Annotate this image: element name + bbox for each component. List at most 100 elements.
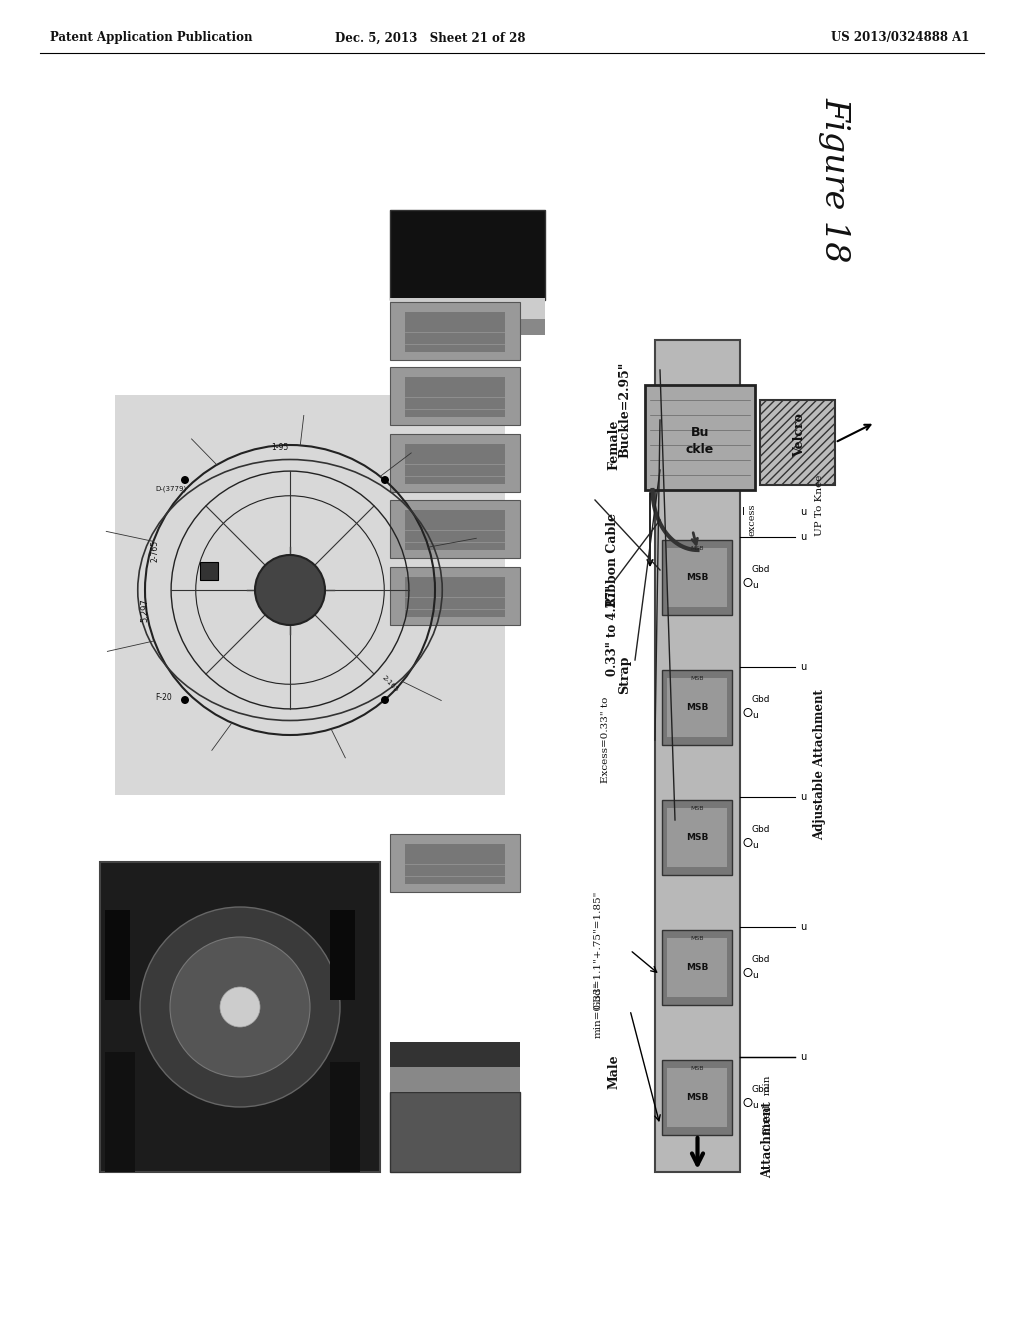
Bar (390, 834, 520, 892)
Circle shape (170, 937, 310, 1077)
Text: Ribbon Cable: Ribbon Cable (605, 513, 618, 607)
Text: Excess=0.33" to: Excess=0.33" to (600, 697, 609, 783)
Bar (662, 800, 732, 875)
Bar (390, 500, 520, 558)
Bar (390, 1041, 520, 1067)
Text: MSB: MSB (686, 1093, 709, 1102)
Bar (667, 1068, 727, 1127)
Bar (662, 1060, 732, 1135)
Circle shape (255, 554, 325, 624)
Bar (390, 210, 545, 300)
Text: 5.297: 5.297 (140, 598, 150, 622)
Text: u: u (800, 663, 806, 672)
Text: UP To Knee: UP To Knee (815, 474, 824, 536)
Text: 0.33" to 4.27": 0.33" to 4.27" (605, 585, 618, 676)
Text: Figure 18: Figure 18 (819, 98, 851, 263)
Bar (390, 568, 520, 624)
Text: u: u (800, 507, 806, 517)
Text: Velcro: Velcro (794, 413, 807, 457)
Text: Patent Application Publication: Patent Application Publication (50, 32, 253, 45)
Text: MSB: MSB (690, 545, 703, 550)
Bar (667, 548, 727, 607)
Text: Attachment: Attachment (762, 1102, 774, 1179)
Bar (390, 302, 520, 360)
Text: u: u (752, 841, 758, 850)
Text: F-20: F-20 (155, 693, 172, 702)
Bar (662, 671, 732, 744)
Bar (390, 298, 545, 319)
Bar (662, 931, 732, 1005)
Bar (662, 540, 732, 615)
Text: ckle: ckle (686, 444, 714, 455)
Bar (406, 378, 505, 417)
Bar (645, 385, 755, 490)
Text: 2-165: 2-165 (381, 675, 399, 693)
Text: MSB: MSB (686, 964, 709, 972)
Text: MSB: MSB (690, 676, 703, 681)
Bar (115, 395, 505, 795)
Bar (330, 1063, 360, 1172)
Text: min=0.33": min=0.33" (594, 982, 602, 1039)
Bar (667, 939, 727, 997)
Text: Gbd: Gbd (752, 954, 770, 964)
Circle shape (220, 987, 260, 1027)
Circle shape (181, 696, 189, 704)
Bar (330, 909, 355, 1001)
Text: US 2013/0324888 A1: US 2013/0324888 A1 (830, 32, 969, 45)
Bar (390, 319, 545, 335)
Text: I: I (742, 507, 744, 517)
Bar (667, 808, 727, 867)
Text: MSB: MSB (686, 704, 709, 711)
Bar (760, 400, 835, 484)
Text: Male: Male (607, 1055, 621, 1089)
Text: u: u (800, 532, 806, 543)
Bar (390, 1092, 520, 1172)
Bar (390, 1067, 520, 1092)
Bar (200, 562, 218, 579)
Bar (105, 909, 130, 1001)
Text: u: u (800, 921, 806, 932)
Bar (390, 434, 520, 492)
Bar (100, 862, 380, 1172)
Text: MSB: MSB (690, 805, 703, 810)
Bar (406, 444, 505, 484)
Bar (406, 577, 505, 616)
Bar (655, 341, 740, 1172)
Text: Gbd: Gbd (752, 696, 770, 704)
Text: MSB: MSB (690, 1065, 703, 1071)
Bar (406, 312, 505, 352)
Circle shape (140, 907, 340, 1107)
Text: Strap: Strap (618, 656, 632, 694)
Circle shape (381, 477, 389, 484)
Text: Buckle=2.95": Buckle=2.95" (618, 362, 632, 458)
Bar (406, 510, 505, 550)
Text: Adjustable Attachment: Adjustable Attachment (813, 689, 826, 841)
Bar (105, 1052, 135, 1172)
Text: excess: excess (748, 504, 757, 536)
Text: u: u (800, 792, 806, 803)
Text: Gbd: Gbd (752, 1085, 770, 1094)
Text: MSB: MSB (686, 833, 709, 842)
Text: MSB: MSB (686, 573, 709, 582)
Text: Fixed   min: Fixed min (764, 1076, 772, 1134)
Bar (667, 678, 727, 737)
Circle shape (181, 477, 189, 484)
Text: 1-95: 1-95 (271, 444, 289, 451)
Bar (390, 367, 520, 425)
Text: u: u (752, 581, 758, 590)
Bar (406, 843, 505, 884)
Text: Female: Female (607, 420, 621, 470)
Circle shape (381, 696, 389, 704)
Text: u: u (752, 972, 758, 979)
Text: Dec. 5, 2013   Sheet 21 of 28: Dec. 5, 2013 Sheet 21 of 28 (335, 32, 525, 45)
Text: MSB: MSB (690, 936, 703, 940)
Text: Bu: Bu (691, 426, 710, 440)
Text: u: u (800, 1052, 806, 1063)
Text: u: u (752, 1101, 758, 1110)
Text: D-(3779): D-(3779) (155, 484, 186, 491)
Text: Gbd=1.1"+.75"=1.85": Gbd=1.1"+.75"=1.85" (594, 891, 602, 1010)
Text: Gbd: Gbd (752, 565, 770, 574)
Text: u: u (752, 711, 758, 719)
Text: Gbd: Gbd (752, 825, 770, 834)
Text: 2-765: 2-765 (151, 540, 160, 562)
